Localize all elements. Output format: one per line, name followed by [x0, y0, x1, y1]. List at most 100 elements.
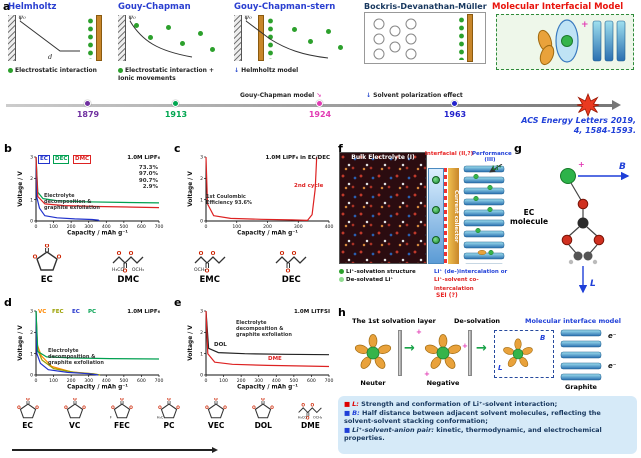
panel-g-label: g	[514, 142, 522, 155]
svg-text:300: 300	[254, 378, 263, 384]
solvent-structures-row1: O O O EC O O O H₃CO OCH₃ DMC O O O OCH₃ EMC O O O DEC	[6, 244, 332, 285]
ce-value: 90.7%	[138, 177, 158, 184]
model-bdm: Bockris-Devanathan-Müller	[364, 2, 487, 64]
svg-text:500: 500	[119, 224, 128, 230]
chart-d-legend-ec: EC	[72, 309, 80, 315]
interface-lens: +	[537, 19, 626, 66]
year-1913: 1913	[164, 110, 188, 119]
desolvated-li-icon	[339, 277, 344, 283]
molecule-label: EC	[40, 275, 53, 285]
chart-b-legend-dec: DEC	[53, 155, 70, 164]
svg-text:OCH₃: OCH₃	[313, 415, 323, 419]
potential-curve	[245, 20, 329, 59]
svg-text:O: O	[205, 405, 209, 410]
bulk-electrolyte-snapshot	[339, 152, 427, 264]
chart-b-note: Electrolyte decomposition & graphite exf…	[44, 193, 100, 211]
legend-text: Strength and conformation of Li⁺-solvent…	[361, 400, 558, 408]
citation-line2: 4, 1584-1593.	[573, 126, 636, 136]
sei-label: SEI (?)	[436, 292, 458, 299]
interfacial-title: Interfacial (II,?)	[424, 151, 474, 157]
svg-text:O: O	[223, 405, 227, 410]
year-1879: 1879	[76, 110, 100, 119]
ion-dot	[308, 39, 313, 44]
model-molecular-interfacial: Molecular Interfacial Model +	[492, 2, 638, 70]
svg-text:O: O	[111, 405, 115, 410]
svg-text:O: O	[271, 405, 275, 410]
ion-dot	[134, 23, 139, 28]
molecular-interface-box	[494, 330, 554, 378]
molecule-DMC: O O O H₃CO OCH₃ DMC	[111, 244, 145, 285]
svg-text:O: O	[26, 398, 30, 402]
graphite-label: Graphite	[565, 383, 597, 391]
panel-e-label: e	[174, 296, 182, 309]
svg-text:Voltage / V: Voltage / V	[188, 171, 194, 207]
li-atom	[560, 168, 576, 184]
panel-f-right-captions: Li⁺ (de-)intercalation or Li⁺-solvent co…	[434, 268, 512, 293]
ion-dot	[326, 29, 331, 34]
l-strength-label: L	[498, 364, 503, 372]
timeline-arrowhead-icon	[612, 100, 621, 110]
ion-dot	[210, 47, 215, 52]
svg-text:600: 600	[137, 224, 146, 230]
svg-text:O: O	[120, 398, 124, 402]
year-1963: 1963	[443, 110, 467, 119]
chart-c-voltage-capacity: 0 100 200 300 400 0 1 2 3 Capacity / mAh g⁻¹ Volta…	[186, 152, 334, 237]
svg-text:O: O	[17, 405, 21, 410]
li-ion-label: Li⁺	[492, 164, 502, 172]
legend-prefix: Li⁺-solvent-anion pair:	[352, 425, 434, 434]
panel-h-label: h	[338, 306, 346, 319]
chart-d-legend-fec: FEC	[52, 309, 64, 315]
svg-text:O: O	[252, 405, 256, 410]
model-bdm-diagram	[364, 12, 486, 64]
electrode-wall	[118, 15, 126, 61]
panel-c-label: c	[174, 142, 181, 155]
svg-text:600: 600	[307, 378, 316, 384]
graphite-electrode	[463, 164, 505, 264]
svg-text:H₃CO: H₃CO	[298, 415, 307, 419]
citation: ACS Energy Letters 2019, 4, 1584-1593.	[500, 116, 636, 137]
svg-text:500: 500	[119, 378, 128, 384]
stage3-title: Molecular interface model	[525, 317, 621, 325]
interface-ion-cluster	[502, 338, 534, 369]
model-gouy-chapman-title: Gouy-Chapman	[118, 2, 191, 12]
svg-text:700: 700	[155, 224, 164, 230]
b-arrow-label: B	[619, 162, 626, 172]
sei-layer	[444, 168, 447, 264]
timeline-axis	[6, 104, 612, 107]
ion-dot	[198, 31, 203, 36]
desolvated-li-ion	[432, 206, 440, 214]
chart-e-note: Electrolyte decomposition & graphite exf…	[236, 320, 292, 338]
chart-d-note: Electrolyte decomposition & graphite exf…	[48, 348, 104, 366]
electrode-wall	[8, 15, 16, 61]
molecule-label: DMC	[117, 275, 140, 285]
potential-curve	[129, 20, 193, 58]
chart-d-legend-pc: PC	[88, 309, 97, 315]
psi0-label: ψ₀	[128, 13, 136, 21]
svg-text:O: O	[64, 405, 68, 410]
svg-text:O: O	[32, 255, 37, 261]
svg-text:2: 2	[200, 330, 203, 336]
electrode-bar	[468, 330, 472, 376]
molecule-label: EC	[22, 421, 33, 430]
svg-text:2: 2	[200, 176, 203, 182]
desolvated-li-ion	[432, 176, 440, 184]
svg-text:1: 1	[30, 197, 33, 203]
legend-item-pair: ■ Li⁺-solvent-anion pair: kinetic, thermo…	[344, 426, 631, 443]
svg-text:O: O	[44, 244, 49, 249]
solvation-caption: Li⁺-solvation structure	[339, 268, 433, 276]
desolvated-caption: De-solvated Li⁺	[339, 276, 433, 284]
molecule-label: VC	[69, 421, 81, 430]
counter-ion-layer	[86, 17, 95, 59]
intercalation-caption: Li⁺ (de-)intercalation or	[434, 269, 508, 275]
svg-text:0: 0	[30, 219, 33, 225]
right-arrow-icon: →	[476, 341, 487, 356]
stage1-title: The 1st solvation layer	[352, 317, 436, 325]
molecule-VEC: O O O VEC	[203, 398, 229, 430]
svg-text:Capacity / mAh g⁻¹: Capacity / mAh g⁻¹	[67, 384, 128, 391]
legend-prefix: B:	[352, 408, 360, 417]
current-collector: Current collector	[448, 168, 459, 264]
caption-text: Solvent polarization effect	[373, 92, 463, 99]
caption-text: De-solvated Li⁺	[346, 277, 394, 284]
molecule-PC: O O O H₃C PC	[156, 398, 182, 430]
ion-dot	[148, 35, 153, 40]
